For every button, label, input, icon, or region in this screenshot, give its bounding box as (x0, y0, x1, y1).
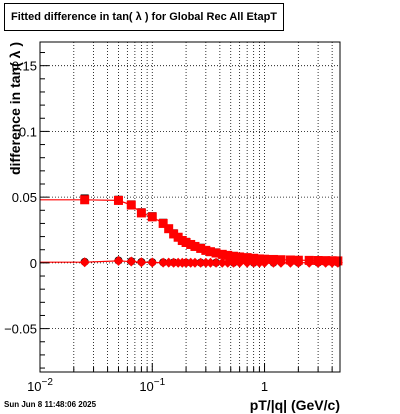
y-tick-label: 0 (30, 256, 37, 271)
data-point-square (242, 253, 252, 263)
plot-frame (39, 41, 341, 373)
data-point-square (164, 224, 174, 234)
data-point-diamond (217, 257, 228, 268)
data-point-square (80, 195, 90, 205)
data-point-square (126, 200, 136, 210)
y-axis-label: difference in tan( λ ) (7, 42, 23, 175)
x-tick-label: 1 (261, 379, 268, 394)
data-point-square (196, 243, 206, 253)
data-point-square (235, 252, 245, 262)
data-point-square (169, 229, 179, 239)
data-point-diamond (234, 257, 245, 268)
data-point-diamond (320, 257, 331, 268)
data-point-diamond (259, 257, 270, 268)
axis-ticks (39, 52, 333, 372)
data-point-diamond (211, 257, 222, 268)
data-point-diamond (113, 255, 124, 266)
data-point-diamond (293, 257, 304, 268)
timestamp-footer: Sun Jun 8 11:48:06 2025 (4, 400, 97, 409)
data-point-square (223, 250, 233, 260)
data-point-diamond (147, 257, 158, 268)
data-point-diamond (242, 257, 253, 268)
data-point-square (229, 251, 239, 261)
x-tick-label: 10−2 (27, 377, 53, 394)
data-point-square (181, 237, 191, 247)
data-point-diamond (327, 257, 338, 268)
grid-lines (39, 42, 340, 372)
data-point-square (217, 249, 227, 259)
tick-labels: −0.05 0 0.05 0.1 0.15 10−2 10−1 1 (4, 59, 268, 394)
fit-line-square (40, 199, 338, 262)
data-point-diamond (136, 257, 147, 268)
chart-title: Fitted difference in tan( λ ) for Global… (4, 3, 284, 31)
data-point-diamond (195, 257, 206, 268)
y-tick-label: −0.05 (4, 322, 37, 337)
data-point-diamond (304, 257, 315, 268)
x-axis-label: pT/|q| (GeV/c) (250, 397, 340, 413)
data-point-square (147, 212, 157, 222)
fit-lines (40, 199, 338, 264)
data-point-square (201, 245, 211, 255)
x-tick-exponent: −1 (154, 377, 166, 388)
data-point-diamond (254, 257, 265, 268)
y-tick-label: 0.05 (12, 190, 37, 205)
data-point-square (211, 248, 221, 258)
data-point-diamond (313, 257, 324, 268)
data-point-diamond (222, 257, 233, 268)
data-point-square (205, 247, 215, 257)
data-point-square (158, 218, 168, 228)
x-tick-label: 10−1 (139, 377, 165, 394)
x-tick-exponent: −2 (42, 377, 54, 388)
y-tick-label: 0.1 (19, 124, 37, 139)
data-point-square (113, 195, 123, 205)
data-point-diamond (268, 257, 279, 268)
y-tick-label: 0.15 (12, 59, 37, 74)
data-point-diamond (158, 257, 169, 268)
data-point-square (136, 208, 146, 218)
data-point-diamond (275, 257, 286, 268)
data-point-diamond (189, 257, 200, 268)
data-point-diamond (126, 256, 137, 267)
data-point-diamond (285, 257, 296, 268)
data-point-diamond (205, 257, 216, 268)
data-point-diamond (248, 257, 259, 268)
data-markers (79, 195, 343, 268)
data-point-square (190, 241, 200, 251)
data-point-diamond (79, 257, 90, 268)
data-point-diamond (228, 257, 239, 268)
